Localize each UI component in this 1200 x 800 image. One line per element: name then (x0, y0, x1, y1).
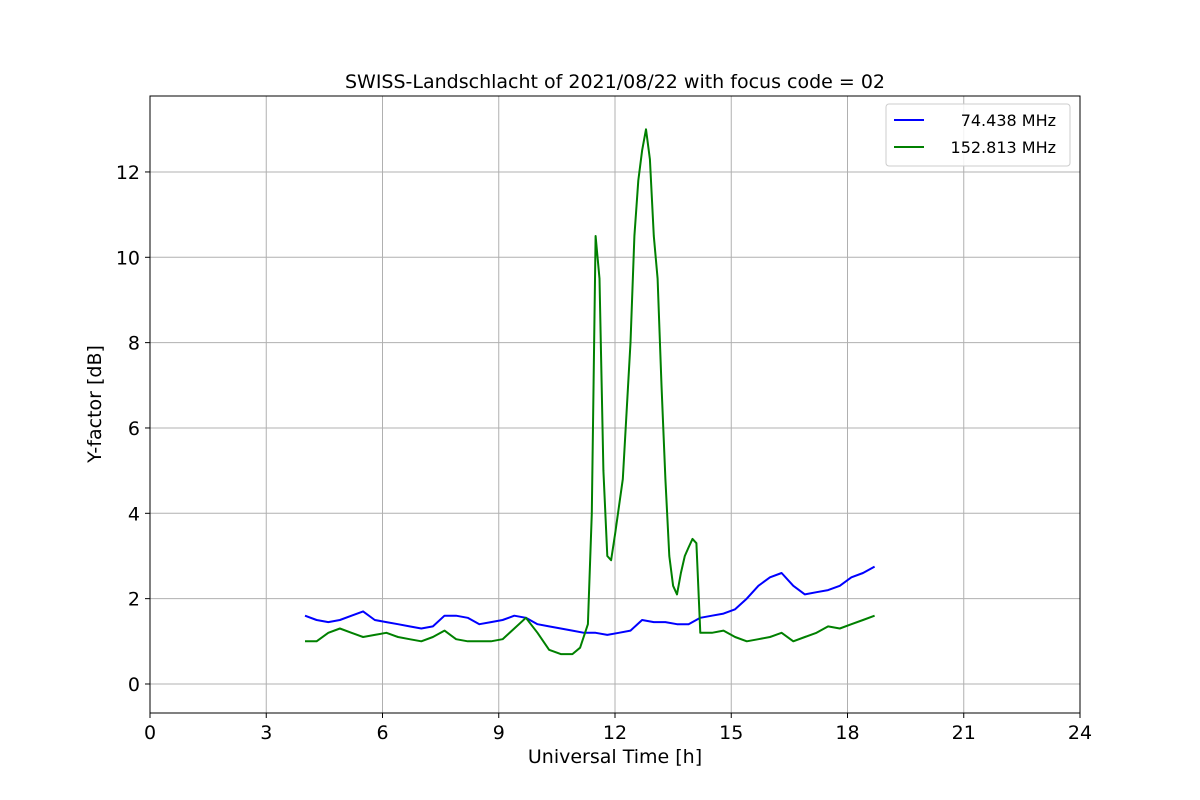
legend: 74.438 MHz 152.813 MHz (885, 103, 1071, 167)
x-tick-label: 0 (144, 722, 156, 744)
x-tick-label: 9 (493, 722, 505, 744)
x-tick-label: 18 (835, 722, 859, 744)
x-tick-label: 3 (260, 722, 272, 744)
y-axis: 0 2 4 6 8 10 12 (116, 162, 150, 696)
y-tick-label: 2 (128, 589, 140, 611)
chart-title: SWISS-Landschlacht of 2021/08/22 with fo… (345, 71, 885, 93)
series-group (304, 128, 876, 656)
y-tick-label: 0 (128, 674, 140, 696)
y-axis-label: Y-factor [dB] (84, 345, 106, 464)
x-tick-label: 24 (1068, 722, 1092, 744)
legend-box (885, 103, 1071, 167)
series-line-2 (305, 128, 875, 656)
legend-label-1: 74.438 MHz (961, 111, 1056, 130)
legend-label-2: 152.813 MHz (951, 138, 1056, 157)
y-tick-label: 10 (116, 247, 140, 269)
series-line-1 (304, 565, 876, 636)
y-tick-label: 12 (116, 162, 140, 184)
y-tick-label: 8 (128, 333, 140, 355)
x-tick-label: 15 (719, 722, 743, 744)
x-axis: 0 3 6 9 12 15 18 21 24 (144, 713, 1092, 744)
x-tick-label: 12 (603, 722, 627, 744)
x-axis-label: Universal Time [h] (528, 746, 702, 768)
y-tick-label: 6 (128, 418, 140, 440)
x-tick-label: 21 (952, 722, 976, 744)
y-tick-label: 4 (128, 503, 140, 525)
x-tick-label: 6 (376, 722, 388, 744)
